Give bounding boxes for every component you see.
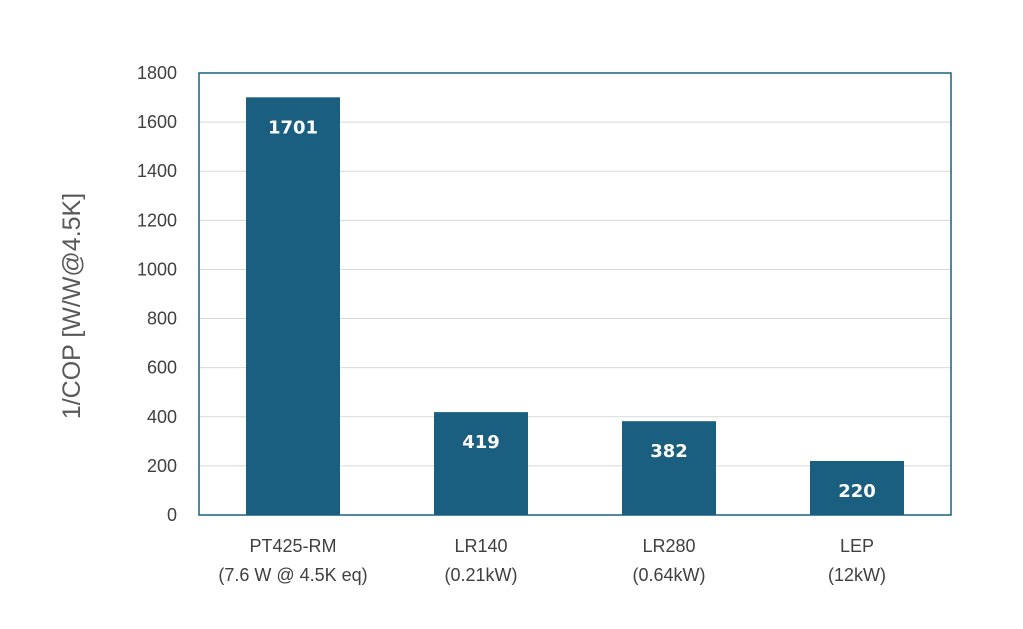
plot-frame: [198, 72, 952, 516]
data-label: 382: [650, 441, 688, 462]
y-tick-label: 200: [147, 456, 177, 476]
x-axis-category-labels: PT425-RM (7.6 W @ 4.5K eq) LR140 (0.21kW) LR…: [218, 536, 886, 585]
bar: [810, 460, 904, 515]
x-category-label: LR280: [642, 536, 695, 556]
data-label: 220: [838, 481, 876, 502]
y-tick-label: 1600: [137, 112, 177, 132]
x-category-label: LEP: [840, 536, 874, 556]
y-tick-label: 800: [147, 309, 177, 329]
bar: [622, 421, 716, 515]
bar: [434, 412, 528, 515]
y-axis-title: 1/COP [W/W@4.5K]: [58, 193, 86, 419]
y-tick-label: 1000: [137, 259, 177, 279]
y-axis-ticks: 0 200 400 600 800 1000 1200 1400 1600 1800: [137, 63, 177, 525]
data-label: 1701: [268, 117, 318, 138]
y-tick-label: 400: [147, 407, 177, 427]
y-tick-label: 1800: [137, 63, 177, 83]
x-category-label: LR140: [454, 536, 507, 556]
y-tick-label: 600: [147, 358, 177, 378]
bar: [246, 97, 340, 515]
data-label: 419: [462, 432, 500, 453]
y-tick-label: 1200: [137, 210, 177, 230]
bars: [246, 97, 904, 515]
x-category-label: (0.64kW): [632, 565, 705, 585]
y-tick-label: 1400: [137, 161, 177, 181]
x-category-label: (7.6 W @ 4.5K eq): [218, 565, 367, 585]
x-category-label: PT425-RM: [249, 536, 336, 556]
data-labels: 1701 419 382 220: [268, 117, 876, 502]
y-tick-label: 0: [167, 505, 177, 525]
x-category-label: (12kW): [828, 565, 886, 585]
x-category-label: (0.21kW): [444, 565, 517, 585]
